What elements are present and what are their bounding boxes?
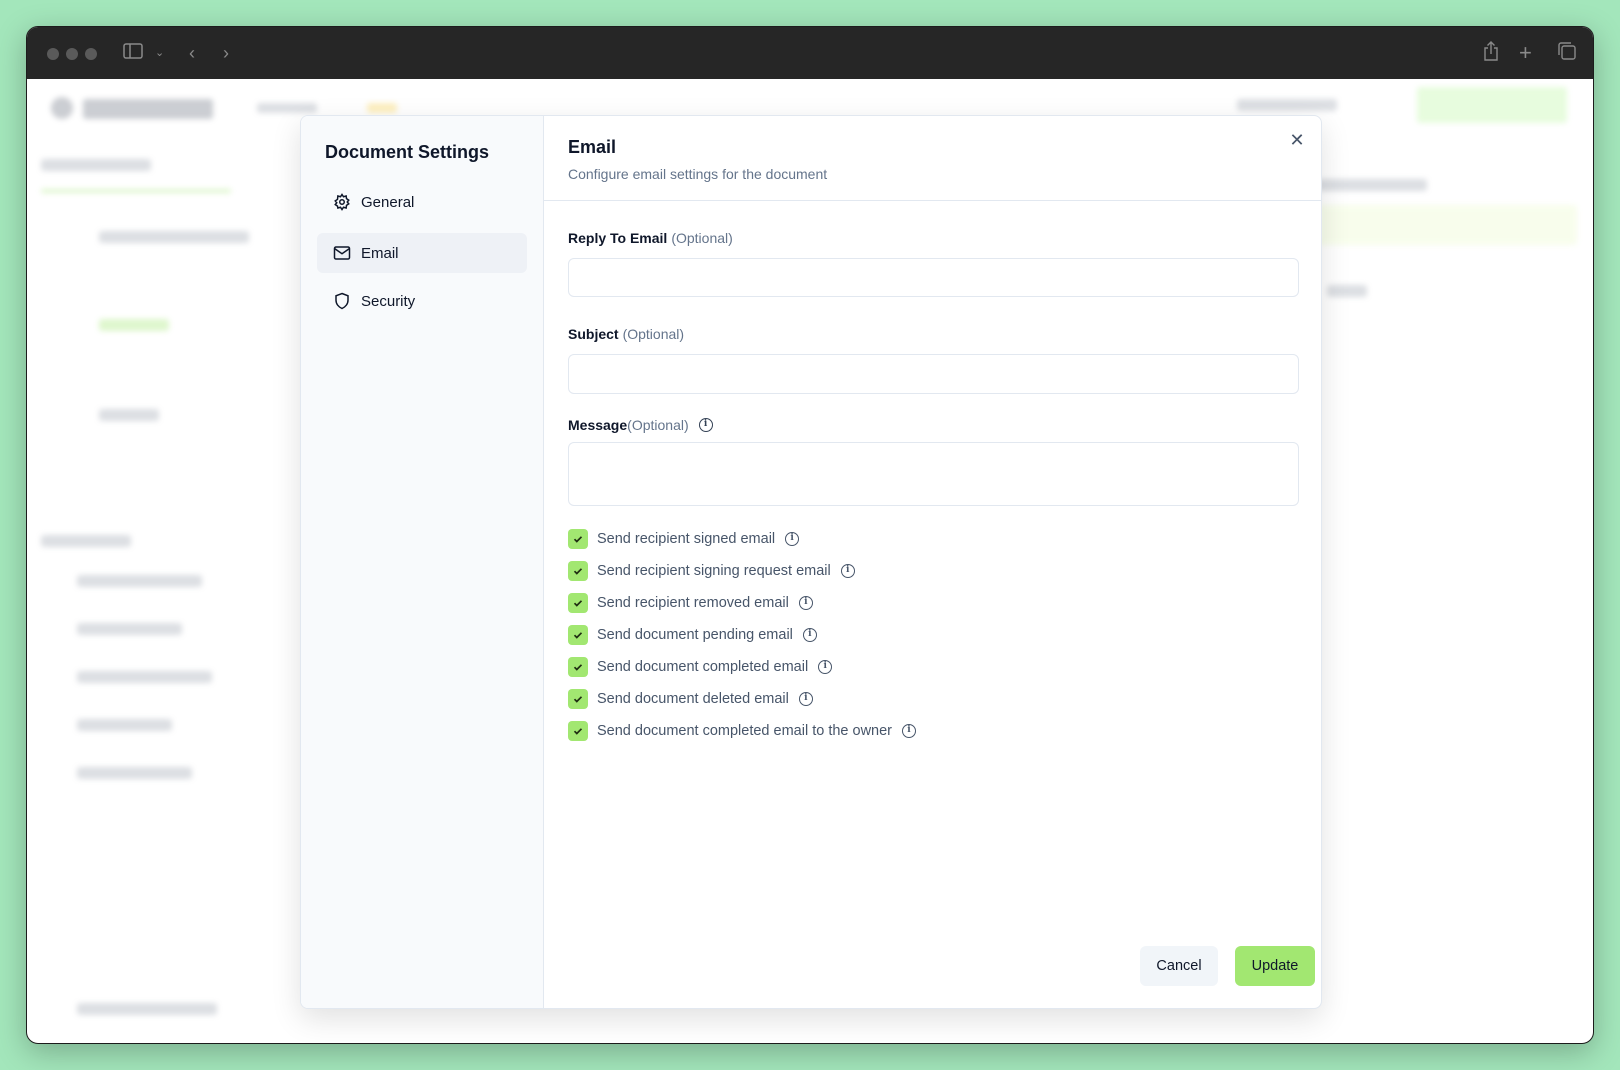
info-icon[interactable]: i [785,532,800,546]
new-tab-icon[interactable]: + [1519,40,1532,65]
email-option-row[interactable]: Send recipient removed email i [568,593,813,613]
email-option-row[interactable]: Send document completed email i [568,657,833,677]
email-option-row[interactable]: Send document pending email i [568,625,817,645]
reply-to-label: Reply To Email (Optional) [568,230,733,246]
panel-subtitle: Configure email settings for the documen… [568,166,828,182]
nav-security-label: Security [361,292,416,310]
dialog-sidebar-title: Document Settings [325,142,490,162]
email-option-row[interactable]: Send document deleted email i [568,689,813,709]
panel-title: Email [568,137,617,157]
optional-hint: (Optional) [627,417,689,433]
browser-window: ⌄ ‹ › + Document Setting [26,26,1594,1044]
checkbox[interactable] [568,689,588,709]
checkbox[interactable] [568,721,588,741]
share-icon[interactable] [1483,41,1499,67]
gear-icon [334,193,350,211]
subject-label: Subject (Optional) [568,326,684,342]
header-divider [544,200,1321,201]
forward-icon[interactable]: › [223,43,229,63]
mail-icon [333,246,351,260]
check-icon [573,632,583,639]
checkbox[interactable] [568,561,588,581]
nav-security[interactable]: Security [317,281,527,321]
info-icon[interactable]: i [902,724,917,738]
info-icon[interactable]: i [840,564,855,578]
check-icon [573,728,583,735]
message-label-text: Message [568,417,628,433]
browser-titlebar: ⌄ ‹ › + [27,27,1593,79]
message-label: Message (Optional) i [568,417,713,433]
checkbox-label: Send document deleted email [597,691,789,707]
cancel-button[interactable]: Cancel [1140,946,1218,986]
checkbox-label: Send document completed email to the own… [597,723,893,739]
nav-general[interactable]: General [317,182,527,222]
nav-email-label: Email [361,244,399,262]
info-icon[interactable]: i [698,418,713,432]
update-button[interactable]: Update [1235,946,1315,986]
check-icon [573,664,583,671]
checkbox-label: Send recipient signing request email [597,563,831,579]
checkbox[interactable] [568,529,588,549]
reply-to-label-text: Reply To Email [568,230,668,246]
optional-hint: (Optional) [671,230,733,246]
checkbox[interactable] [568,625,588,645]
back-icon[interactable]: ‹ [189,43,195,63]
info-icon[interactable]: i [818,660,833,674]
nav-email[interactable]: Email [317,233,527,273]
info-icon[interactable]: i [798,596,813,610]
checkbox[interactable] [568,593,588,613]
checkbox-label: Send document completed email [597,659,809,675]
check-icon [573,568,583,575]
check-icon [573,536,583,543]
subject-label-text: Subject [568,326,619,342]
email-settings-panel: Email Configure email settings for the d… [544,116,1321,1008]
close-icon[interactable]: ✕ [1289,130,1305,150]
sidebar-toggle-icon[interactable] [123,41,143,65]
shield-icon [335,292,349,310]
settings-sidebar: Document Settings General Email Security [301,116,544,1008]
checkbox-label: Send recipient signed email [597,531,776,547]
subject-input[interactable] [568,354,1299,394]
tabs-overview-icon[interactable] [1557,41,1577,67]
checkbox-label: Send document pending email [597,627,793,643]
check-icon [573,696,583,703]
message-textarea[interactable] [568,442,1299,506]
blurred-app-background [27,79,1593,1043]
close-window-button[interactable] [47,48,59,60]
checkbox[interactable] [568,657,588,677]
email-option-row[interactable]: Send recipient signed email i [568,529,800,549]
nav-general-label: General [361,193,415,211]
info-icon[interactable]: i [798,692,813,706]
email-option-row[interactable]: Send document completed email to the own… [568,721,917,741]
maximize-window-button[interactable] [85,48,97,60]
reply-to-email-input[interactable] [568,258,1299,297]
checkbox-label: Send recipient removed email [597,595,789,611]
chevron-down-icon[interactable]: ⌄ [155,47,165,59]
email-option-row[interactable]: Send recipient signing request email i [568,561,855,581]
minimize-window-button[interactable] [66,48,78,60]
document-settings-dialog: Document Settings General Email Security… [300,115,1322,1009]
check-icon [573,600,583,607]
optional-hint: (Optional) [622,326,685,342]
info-icon[interactable]: i [802,628,817,642]
